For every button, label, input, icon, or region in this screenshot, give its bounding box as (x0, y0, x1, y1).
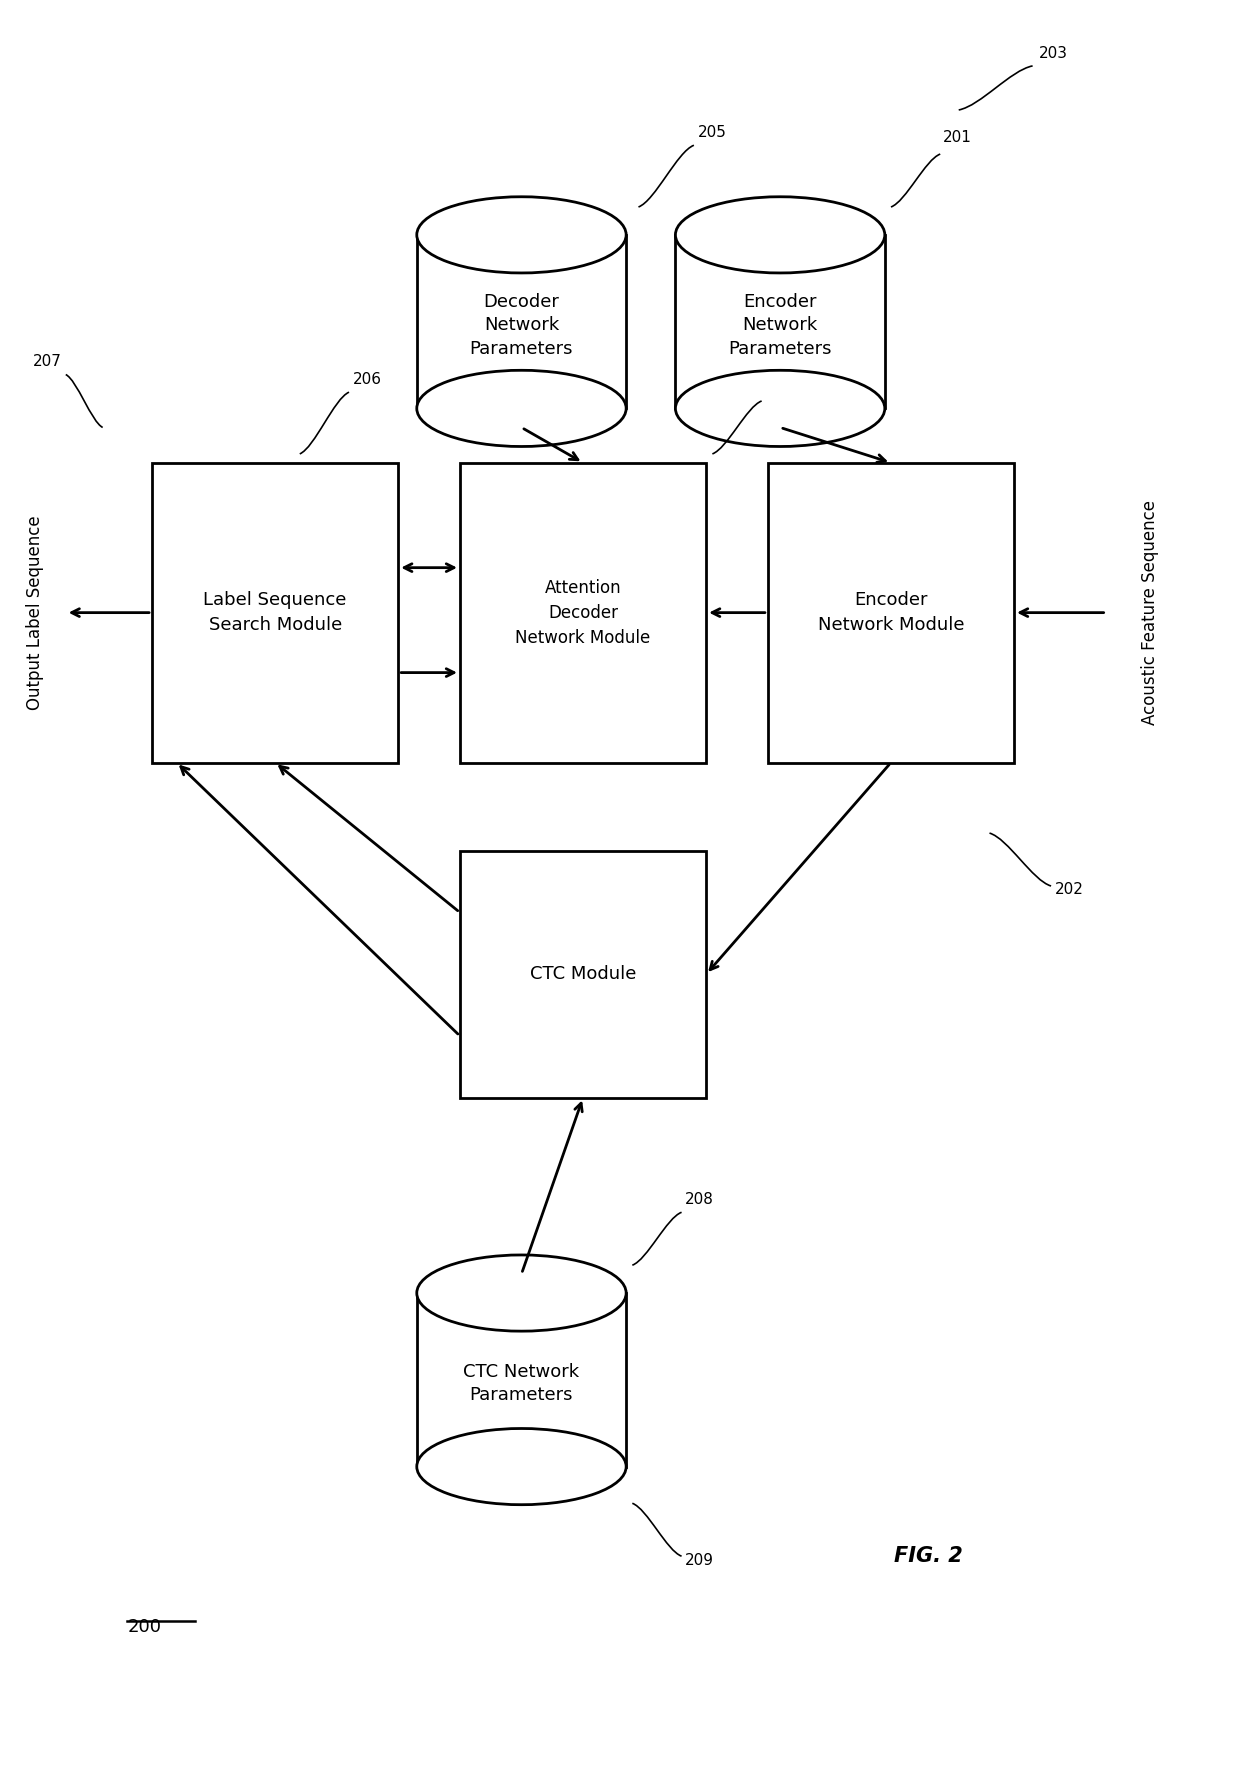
Text: 205: 205 (698, 126, 727, 140)
Text: 209: 209 (686, 1552, 714, 1568)
Text: 207: 207 (33, 354, 62, 369)
Bar (460, 462, 707, 762)
Text: 201: 201 (942, 131, 972, 145)
Ellipse shape (676, 370, 885, 447)
Bar (417, 1294, 626, 1467)
Ellipse shape (417, 197, 626, 273)
Text: 202: 202 (1055, 882, 1084, 897)
Text: Encoder
Network
Parameters: Encoder Network Parameters (728, 292, 832, 358)
Bar (768, 462, 1014, 762)
Text: 203: 203 (1039, 46, 1068, 60)
Text: Decoder
Network
Parameters: Decoder Network Parameters (470, 292, 573, 358)
Text: 200: 200 (128, 1618, 161, 1636)
Text: CTC Module: CTC Module (529, 966, 636, 983)
Text: Encoder
Network Module: Encoder Network Module (817, 592, 965, 634)
Text: CTC Network
Parameters: CTC Network Parameters (464, 1363, 579, 1405)
Text: FIG. 2: FIG. 2 (894, 1547, 962, 1566)
Text: 204: 204 (765, 381, 794, 395)
Text: Output Label Sequence: Output Label Sequence (26, 516, 43, 711)
Bar (676, 236, 885, 408)
Bar (417, 236, 626, 408)
Text: Label Sequence
Search Module: Label Sequence Search Module (203, 592, 347, 634)
Ellipse shape (417, 1428, 626, 1504)
Text: 206: 206 (352, 372, 382, 386)
Text: Acoustic Feature Sequence: Acoustic Feature Sequence (1141, 500, 1158, 725)
Ellipse shape (676, 197, 885, 273)
Bar (153, 462, 398, 762)
Ellipse shape (417, 370, 626, 447)
Text: 208: 208 (686, 1193, 714, 1207)
Text: Attention
Decoder
Network Module: Attention Decoder Network Module (516, 579, 651, 647)
Bar (460, 851, 707, 1097)
Ellipse shape (417, 1255, 626, 1331)
